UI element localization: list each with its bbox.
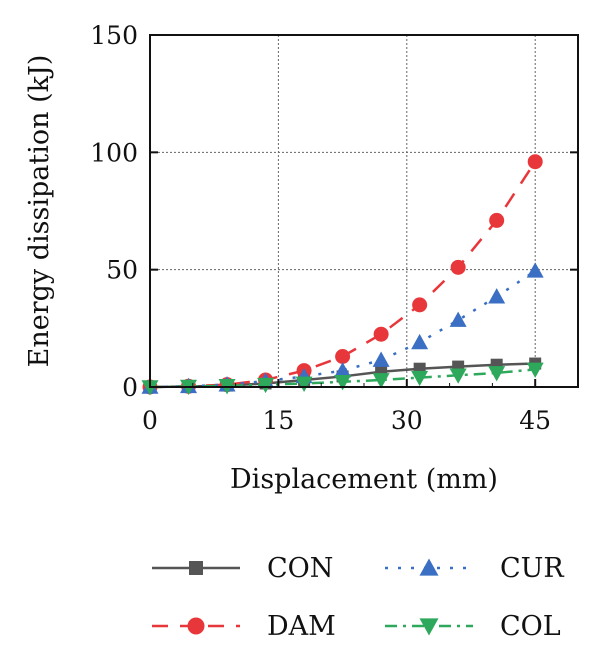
legend-item-dam: DAM <box>152 611 336 642</box>
data-point-col <box>449 368 467 384</box>
x-tick-label: 30 <box>391 406 423 435</box>
axis-ticks: 0 15 30 45 0 50 100 150 <box>90 21 578 435</box>
data-point-cur <box>411 333 429 350</box>
legend-label-cur: CUR <box>500 553 564 584</box>
data-point-cur <box>372 351 390 367</box>
legend-label-con: CON <box>267 553 333 584</box>
data-point-dam <box>527 154 543 170</box>
data-point-col <box>526 362 544 378</box>
legend-marker-dam <box>187 617 205 635</box>
y-axis-label: Energy dissipation (kJ) <box>24 55 55 368</box>
data-point-dam <box>412 297 428 313</box>
data-point-col <box>372 373 390 389</box>
data-point-col <box>411 370 429 387</box>
data-point-cur <box>526 262 544 278</box>
legend-marker-cur <box>419 558 439 576</box>
legend-item-cur: CUR <box>385 553 564 584</box>
y-tick-label: 150 <box>90 21 138 50</box>
legend-item-con: CON <box>152 553 333 584</box>
x-tick-label: 45 <box>519 406 551 435</box>
data-point-dam <box>373 326 389 342</box>
legend-marker-col <box>419 618 439 636</box>
data-point-col <box>334 375 352 391</box>
grid-lines <box>150 34 578 387</box>
y-tick-label: 50 <box>106 256 138 285</box>
y-tick-label: 100 <box>90 138 138 167</box>
data-point-dam <box>450 259 466 275</box>
data-point-dam <box>489 212 505 228</box>
data-point-col <box>295 376 313 392</box>
legend-marker-con <box>189 561 203 575</box>
legend-label-dam: DAM <box>267 611 336 642</box>
legend-item-col: COL <box>385 611 561 642</box>
x-axis-label: Displacement (mm) <box>230 464 498 495</box>
x-tick-label: 15 <box>262 406 294 435</box>
legend: CON CUR DAM COL <box>152 553 564 642</box>
plot-frame <box>149 34 579 388</box>
data-point-col <box>257 377 275 394</box>
data-point-cur <box>488 288 506 304</box>
x-tick-label: 0 <box>142 406 158 435</box>
legend-label-col: COL <box>500 611 561 642</box>
data-point-dam <box>335 348 351 364</box>
data-point-col <box>488 366 506 382</box>
series-dam <box>142 154 543 395</box>
y-tick-label: 0 <box>122 373 138 402</box>
data-point-cur <box>449 311 467 327</box>
series-layer <box>141 154 544 396</box>
data-point-cur <box>334 362 352 378</box>
